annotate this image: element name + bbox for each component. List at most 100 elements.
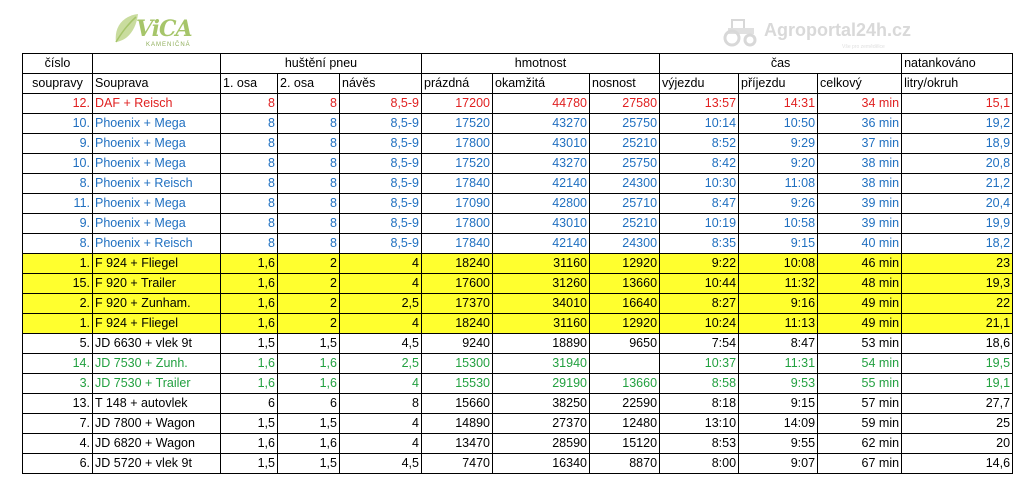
cell-cislo: 10.: [22, 153, 93, 174]
cell-vyjezdu: 13:57: [659, 93, 740, 114]
transport-table: číslo huštění pneu hmotnost čas natankov…: [22, 53, 1014, 474]
cell-cislo: 10.: [22, 113, 93, 134]
header-osa1: 1. osa: [220, 73, 278, 94]
cell-litry: 19,2: [901, 113, 1014, 134]
cell-souprava: Phoenix + Mega: [92, 213, 221, 234]
cell-okamzita: 28590: [492, 433, 590, 454]
cell-osa1: 1,6: [220, 433, 278, 454]
cell-cislo: 11.: [22, 193, 93, 214]
cell-okamzita: 31160: [492, 313, 590, 334]
cell-celkovy: 37 min: [817, 133, 903, 154]
table-row: 7. JD 7800 + Wagon 1,5 1,5 4 14890 27370 12480 1…: [22, 413, 1014, 434]
cell-nosnost: 27580: [588, 93, 661, 114]
cell-prijezdu: 10:08: [738, 253, 819, 274]
cell-prazdna: 17520: [421, 153, 493, 174]
cell-prijezdu: 11:32: [738, 273, 819, 294]
cell-nosnost: 12480: [588, 413, 661, 434]
cell-celkovy: 57 min: [817, 393, 903, 414]
header-litry: litry/okruh: [901, 73, 1014, 94]
cell-okamzita: 31260: [492, 273, 590, 294]
cell-vyjezdu: 9:22: [659, 253, 740, 274]
cell-nosnost: 24300: [588, 173, 661, 194]
cell-prijezdu: 9:15: [738, 393, 819, 414]
cell-cislo: 7.: [22, 413, 93, 434]
header-celkovy: celkový: [817, 73, 903, 94]
cell-nosnost: 13660: [588, 373, 661, 394]
cell-nosnost: 15120: [588, 433, 661, 454]
cell-vyjezdu: 7:54: [659, 333, 740, 354]
cell-cislo: 14.: [22, 353, 93, 374]
cell-osa2: 8: [277, 213, 340, 234]
cell-celkovy: 49 min: [817, 293, 903, 314]
header-cas: čas: [659, 53, 903, 74]
cell-prijezdu: 8:47: [738, 333, 819, 354]
cell-celkovy: 55 min: [817, 373, 903, 394]
cell-souprava: JD 7530 + Trailer: [92, 373, 221, 394]
vica-logo-text: ViCA: [136, 16, 193, 42]
cell-prijezdu: 11:31: [738, 353, 819, 374]
cell-litry: 14,6: [901, 453, 1014, 474]
cell-prijezdu: 10:58: [738, 213, 819, 234]
header-hmotnost: hmotnost: [420, 53, 661, 74]
cell-okamzita: 29190: [492, 373, 590, 394]
cell-osa1: 8: [220, 153, 278, 174]
header-osa2: 2. osa: [277, 73, 340, 94]
cell-prijezdu: 9:16: [738, 293, 819, 314]
cell-osa1: 1,6: [220, 293, 278, 314]
cell-okamzita: 43270: [492, 153, 590, 174]
cell-vyjezdu: 8:18: [659, 393, 740, 414]
cell-osa2: 8: [277, 193, 340, 214]
cell-litry: 15,1: [901, 93, 1014, 114]
cell-souprava: Phoenix + Mega: [92, 133, 221, 154]
cell-vyjezdu: 8:42: [659, 153, 740, 174]
cell-celkovy: 62 min: [817, 433, 903, 454]
cell-prazdna: 9240: [421, 333, 493, 354]
cell-osa1: 8: [220, 173, 278, 194]
table-row: 4. JD 6820 + Wagon 1,6 1,6 4 13470 28590 15120 8…: [22, 433, 1014, 454]
cell-naves: 4: [339, 313, 422, 334]
cell-cislo: 12.: [22, 93, 93, 114]
cell-okamzita: 43270: [492, 113, 590, 134]
cell-osa2: 1,6: [277, 353, 340, 374]
table-row: 13. T 148 + autovlek 6 6 8 15660 38250 22590 8:1…: [22, 393, 1014, 414]
cell-naves: 4,5: [339, 333, 422, 354]
table-row: 10. Phoenix + Mega 8 8 8,5-9 17520 43270 25750 1…: [22, 113, 1014, 134]
cell-cislo: 8.: [22, 233, 93, 254]
cell-litry: 18,9: [901, 133, 1014, 154]
cell-naves: 4: [339, 433, 422, 454]
cell-celkovy: 49 min: [817, 313, 903, 334]
cell-vyjezdu: 10:24: [659, 313, 740, 334]
table-row: 3. JD 7530 + Trailer 1,6 1,6 4 15530 29190 1366…: [22, 373, 1014, 394]
table-row: 2. F 920 + Zunham. 1,6 2 2,5 17370 34010 16640 8…: [22, 293, 1014, 314]
cell-nosnost: 12920: [588, 253, 661, 274]
cell-litry: 19,1: [901, 373, 1014, 394]
header-natankovano: natankováno: [901, 53, 1014, 74]
cell-osa2: 2: [277, 253, 340, 274]
cell-cislo: 9.: [22, 133, 93, 154]
cell-osa2: 2: [277, 273, 340, 294]
header-okamzita: okamžitá: [492, 73, 590, 94]
cell-naves: 2,5: [339, 293, 422, 314]
cell-prazdna: 18240: [421, 253, 493, 274]
cell-prijezdu: 11:08: [738, 173, 819, 194]
cell-osa2: 8: [277, 153, 340, 174]
cell-celkovy: 46 min: [817, 253, 903, 274]
cell-cislo: 9.: [22, 213, 93, 234]
cell-celkovy: 67 min: [817, 453, 903, 474]
cell-vyjezdu: 8:47: [659, 193, 740, 214]
cell-nosnost: 25710: [588, 193, 661, 214]
cell-souprava: JD 6820 + Wagon: [92, 433, 221, 454]
cell-prijezdu: 11:13: [738, 313, 819, 334]
cell-souprava: F 920 + Zunham.: [92, 293, 221, 314]
cell-souprava: Phoenix + Mega: [92, 153, 221, 174]
cell-prazdna: 17800: [421, 133, 493, 154]
cell-cislo: 8.: [22, 173, 93, 194]
cell-souprava: F 924 + Fliegel: [92, 253, 221, 274]
cell-osa1: 8: [220, 193, 278, 214]
cell-prijezdu: 14:09: [738, 413, 819, 434]
cell-litry: 21,1: [901, 313, 1014, 334]
cell-souprava: JD 5720 + vlek 9t: [92, 453, 221, 474]
cell-prazdna: 7470: [421, 453, 493, 474]
agroportal-logo-text: Agroportal24h.cz: [764, 20, 912, 40]
cell-naves: 4: [339, 273, 422, 294]
